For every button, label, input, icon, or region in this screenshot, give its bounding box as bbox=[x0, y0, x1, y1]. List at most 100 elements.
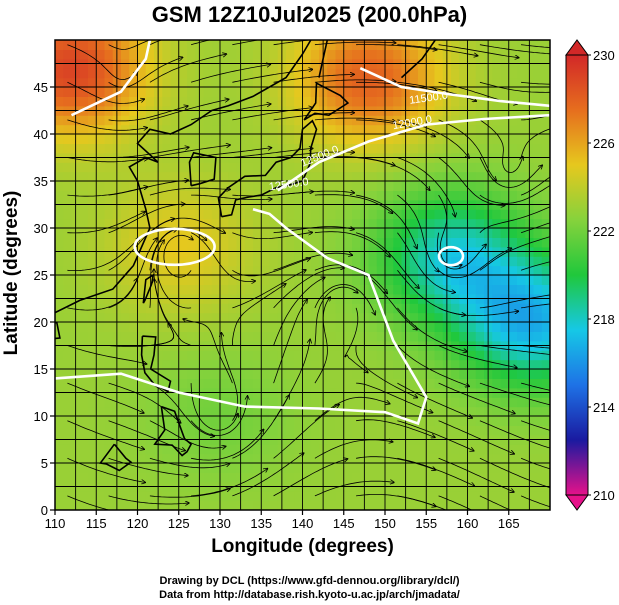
streamline-10 bbox=[67, 119, 147, 130]
streamline-76 bbox=[273, 74, 355, 83]
streamline-68 bbox=[273, 300, 308, 384]
streamline-59 bbox=[232, 232, 312, 239]
streamline-103 bbox=[356, 44, 437, 50]
streamline-148 bbox=[521, 303, 550, 309]
streamline-54 bbox=[221, 333, 239, 421]
streamline-34 bbox=[149, 188, 230, 196]
x-tick-label: 135 bbox=[250, 516, 272, 531]
streamline-6 bbox=[67, 238, 140, 271]
streamline-28 bbox=[149, 420, 226, 448]
colorbar-tick-label: 222 bbox=[593, 224, 615, 239]
streamline-4 bbox=[67, 345, 146, 365]
streamline-129 bbox=[438, 44, 519, 58]
y-tick-label: 40 bbox=[34, 127, 48, 142]
streamline-52 bbox=[232, 453, 303, 497]
streamline-79 bbox=[314, 440, 393, 459]
streamline-109 bbox=[397, 307, 467, 352]
colorbar-tick-label: 218 bbox=[593, 312, 615, 327]
streamline-119 bbox=[438, 420, 514, 454]
streamline-24 bbox=[108, 57, 183, 88]
streamline-150 bbox=[520, 222, 550, 234]
y-axis: 0 5 10 15 20 25 30 35 40 45 bbox=[34, 80, 55, 518]
streamline-145 bbox=[520, 420, 550, 431]
streamline-14 bbox=[108, 457, 188, 475]
x-tick-label: 160 bbox=[457, 516, 479, 531]
y-tick-label: 5 bbox=[41, 456, 48, 471]
y-tick-label: 35 bbox=[34, 174, 48, 189]
y-tick-label: 10 bbox=[34, 409, 48, 424]
streamline-2 bbox=[67, 420, 144, 450]
coastline-10 bbox=[318, 40, 329, 78]
closed-contour-high bbox=[133, 227, 216, 267]
streamline-42 bbox=[190, 383, 238, 431]
streamline-108 bbox=[397, 345, 469, 387]
streamline-70 bbox=[273, 268, 344, 309]
streamline-80 bbox=[314, 396, 390, 422]
streamline-81 bbox=[314, 297, 330, 384]
streamline-153 bbox=[521, 115, 550, 121]
streamline-48 bbox=[191, 148, 271, 158]
streamline-55 bbox=[183, 319, 233, 384]
streamline-12 bbox=[67, 44, 137, 80]
streamline-62 bbox=[232, 108, 312, 121]
streamline-144 bbox=[520, 457, 550, 470]
streamline-155 bbox=[521, 44, 550, 48]
streamline-5 bbox=[67, 279, 137, 311]
streamline-94 bbox=[356, 382, 432, 413]
streamline-45 bbox=[163, 234, 193, 278]
streamline-123 bbox=[438, 248, 512, 279]
streamline-86 bbox=[314, 194, 393, 214]
streamline-39 bbox=[191, 469, 267, 497]
colorbar: 210 214 218 222 226 230 bbox=[565, 39, 615, 511]
streamline-122 bbox=[438, 307, 519, 316]
streamline-131 bbox=[479, 457, 550, 489]
coastline-0 bbox=[55, 40, 312, 314]
streamline-147 bbox=[521, 345, 550, 349]
coastline-1 bbox=[188, 151, 217, 187]
streamline-100 bbox=[356, 157, 430, 191]
coastline-7 bbox=[153, 405, 193, 457]
closed-contour-low bbox=[437, 245, 465, 267]
streamline-117 bbox=[438, 495, 473, 510]
streamline-44 bbox=[156, 240, 192, 309]
x-tick-label: 120 bbox=[127, 516, 149, 531]
streamline-127 bbox=[438, 119, 497, 180]
y-tick-label: 20 bbox=[34, 315, 48, 330]
streamline-92 bbox=[356, 456, 436, 470]
streamline-46 bbox=[190, 232, 255, 282]
streamline-142 bbox=[479, 44, 550, 55]
x-axis: 110 115 120 125 130 135 140 145 150 155 160 165 bbox=[45, 510, 520, 531]
streamline-71 bbox=[273, 253, 353, 271]
streamline-112 bbox=[397, 194, 438, 272]
x-tick-label: 165 bbox=[498, 516, 520, 531]
streamline-136 bbox=[479, 235, 550, 271]
streamline-41 bbox=[190, 396, 247, 436]
streamline-66 bbox=[273, 405, 340, 459]
streamline-83 bbox=[314, 284, 375, 315]
coastlines bbox=[55, 40, 437, 472]
streamline-88 bbox=[314, 117, 396, 122]
coastline-9 bbox=[400, 40, 437, 79]
colorbar-tick-label: 214 bbox=[593, 400, 615, 415]
streamline-126 bbox=[438, 157, 505, 206]
y-tick-label: 25 bbox=[34, 268, 48, 283]
streamline-107 bbox=[397, 382, 472, 418]
coastline-5 bbox=[55, 321, 61, 340]
streamline-25 bbox=[108, 40, 151, 50]
colorbar-min-arrow bbox=[565, 494, 589, 511]
streamline-146 bbox=[521, 382, 550, 391]
streamline-93 bbox=[356, 419, 435, 438]
streamline-82 bbox=[314, 286, 358, 346]
y-tick-label: 45 bbox=[34, 80, 48, 95]
streamline-40 bbox=[191, 430, 264, 461]
streamline-7 bbox=[67, 212, 145, 234]
streamline-124 bbox=[436, 232, 486, 270]
streamline-22 bbox=[108, 147, 189, 158]
streamline-120 bbox=[438, 382, 515, 413]
streamline-95 bbox=[355, 345, 417, 398]
streamline-75 bbox=[273, 113, 355, 121]
streamline-143 bbox=[520, 495, 550, 508]
streamline-98 bbox=[355, 232, 419, 289]
y-tick-label: 0 bbox=[41, 503, 48, 518]
